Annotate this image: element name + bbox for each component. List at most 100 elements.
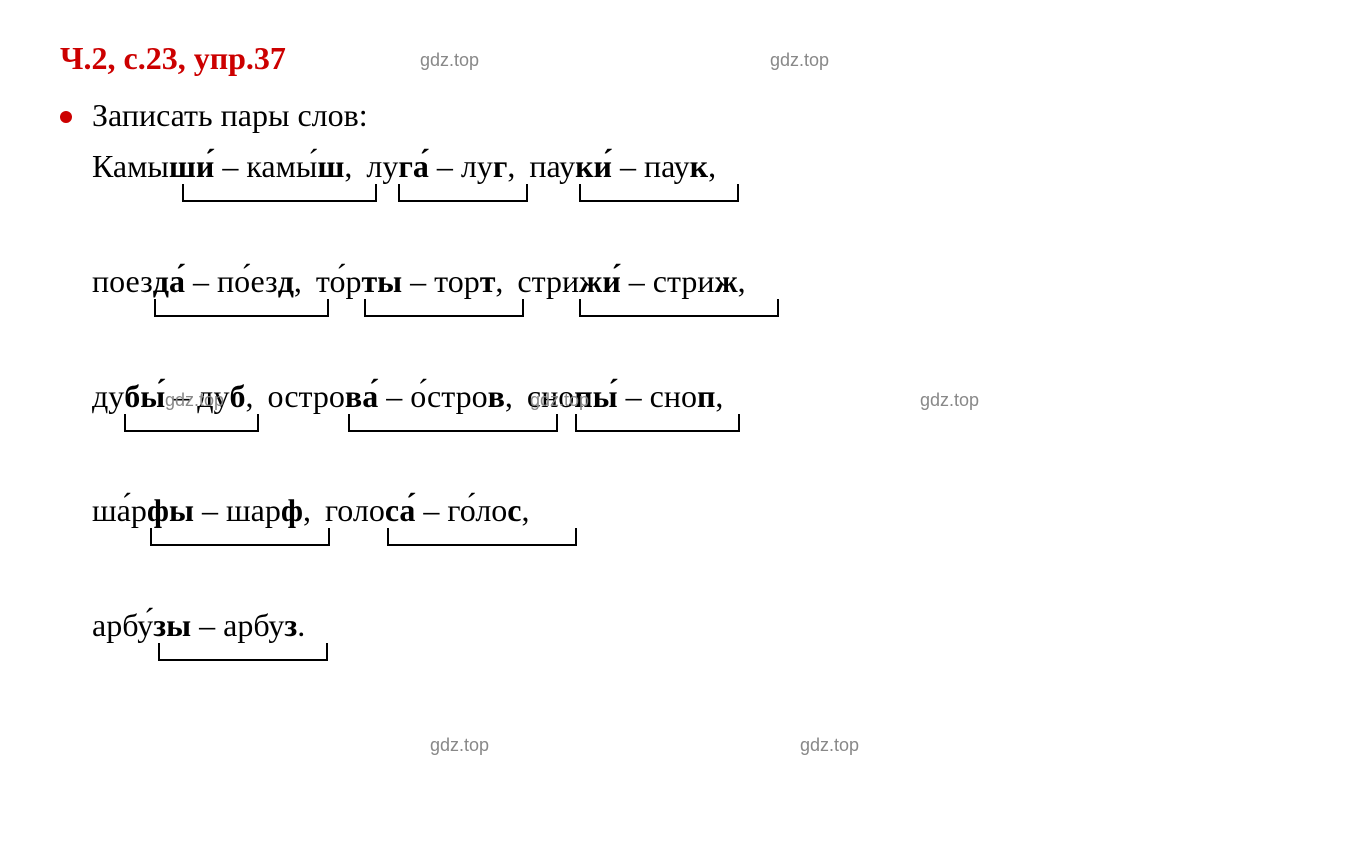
comma: , <box>505 374 513 419</box>
connecting-bracket <box>182 184 377 202</box>
connecting-bracket <box>579 299 779 317</box>
singular-word: луг <box>461 144 508 189</box>
bold-letter: ш <box>317 148 344 184</box>
bold-letter: бы́ <box>124 378 165 414</box>
dash-separator: – <box>437 144 453 189</box>
word-pair: голоса́–го́лос, <box>325 488 536 533</box>
word-row: Камыши́–камы́ш,луга́–луг,пауки́–паук, <box>92 144 1297 189</box>
singular-word: по́езд <box>217 259 294 304</box>
dash-separator: – <box>199 603 215 648</box>
dash-separator: – <box>386 374 402 419</box>
word-pair: острова́–о́стров, <box>268 374 519 419</box>
plural-word: дубы́ <box>92 374 165 419</box>
connecting-bracket <box>575 414 740 432</box>
word-row: ша́рфы–шарф,голоса́–го́лос, <box>92 488 1297 533</box>
bold-letter: т <box>480 263 496 299</box>
word-pair: Камыши́–камы́ш, <box>92 144 358 189</box>
dash-separator: – <box>626 374 642 419</box>
connecting-bracket <box>158 643 328 661</box>
comma: , <box>303 488 311 533</box>
bold-letter: фы <box>147 492 194 528</box>
plural-word: арбу́зы <box>92 603 191 648</box>
bold-letter: пы́ <box>574 378 617 414</box>
word-pair: снопы́–сноп, <box>527 374 730 419</box>
comma: , <box>294 259 302 304</box>
comma: , <box>738 259 746 304</box>
singular-word: дуб <box>197 374 245 419</box>
bold-letter: б <box>230 378 246 414</box>
singular-word: торт <box>434 259 495 304</box>
comma: , <box>495 259 503 304</box>
singular-word: сноп <box>650 374 716 419</box>
comma: , <box>708 144 716 189</box>
word-row: дубы́–дуб,острова́–о́стров,снопы́–сноп, <box>92 374 1297 419</box>
bold-letter: с <box>507 492 521 528</box>
word-pair: арбу́зы–арбуз. <box>92 603 305 648</box>
bold-letter: з <box>284 607 297 643</box>
bullet-line: Записать пары слов: <box>60 97 1297 134</box>
plural-word: ша́рфы <box>92 488 194 533</box>
dash-separator: – <box>423 488 439 533</box>
bold-letter: д <box>278 263 294 299</box>
word-pair: то́рты–торт, <box>316 259 510 304</box>
comma: , <box>507 144 515 189</box>
plural-word: луга́ <box>366 144 429 189</box>
bold-letter: к <box>690 148 708 184</box>
watermark-text: gdz.top <box>430 735 489 756</box>
bold-letter: ки́ <box>575 148 612 184</box>
bold-letter: ва́ <box>345 378 378 414</box>
bold-letter: да́ <box>153 263 185 299</box>
comma: , <box>522 488 530 533</box>
word-pair: дубы́–дуб, <box>92 374 260 419</box>
plural-word: снопы́ <box>527 374 618 419</box>
bold-letter: ши́ <box>169 148 214 184</box>
instruction-text: Записать пары слов: <box>92 97 368 134</box>
singular-word: го́лос <box>447 488 521 533</box>
plural-word: пауки́ <box>529 144 612 189</box>
plural-word: стрижи́ <box>517 259 620 304</box>
connecting-bracket <box>364 299 524 317</box>
word-pair: пауки́–паук, <box>529 144 722 189</box>
word-pairs-content: Камыши́–камы́ш,луга́–луг,пауки́–паук,пое… <box>92 144 1297 648</box>
connecting-bracket <box>154 299 329 317</box>
word-pair: поезда́–по́езд, <box>92 259 308 304</box>
word-row: арбу́зы–арбуз. <box>92 603 1297 648</box>
word-pair: ша́рфы–шарф, <box>92 488 317 533</box>
watermark-text: gdz.top <box>800 735 859 756</box>
connecting-bracket <box>579 184 739 202</box>
comma: , <box>715 374 723 419</box>
bold-letter: га́ <box>398 148 429 184</box>
dash-separator: – <box>620 144 636 189</box>
connecting-bracket <box>398 184 528 202</box>
bold-letter: зы <box>153 607 191 643</box>
singular-word: арбуз. <box>223 603 305 648</box>
dash-separator: – <box>202 488 218 533</box>
comma: , <box>246 374 254 419</box>
comma: , <box>344 144 352 189</box>
dash-separator: – <box>629 259 645 304</box>
bold-letter: п <box>697 378 715 414</box>
singular-word: о́стров <box>410 374 505 419</box>
connecting-bracket <box>150 528 330 546</box>
plural-word: острова́ <box>268 374 379 419</box>
word-pair: стрижи́–стриж, <box>517 259 751 304</box>
bold-letter: ф <box>281 492 303 528</box>
connecting-bracket <box>124 414 259 432</box>
word-pair: луга́–луг, <box>366 144 521 189</box>
bold-letter: жи́ <box>579 263 621 299</box>
word-row: поезда́–по́езд,то́рты–торт,стрижи́–стриж… <box>92 259 1297 304</box>
exercise-header: Ч.2, с.23, упр.37 <box>60 40 1297 77</box>
bullet-icon <box>60 111 72 123</box>
bold-letter: г <box>493 148 508 184</box>
plural-word: голоса́ <box>325 488 415 533</box>
dash-separator: – <box>222 144 238 189</box>
plural-word: поезда́ <box>92 259 185 304</box>
bold-letter: в <box>488 378 505 414</box>
singular-word: паук <box>644 144 708 189</box>
bold-letter: ж <box>714 263 737 299</box>
dash-separator: – <box>173 374 189 419</box>
connecting-bracket <box>387 528 577 546</box>
singular-word: стриж <box>653 259 738 304</box>
plural-word: Камыши́ <box>92 144 214 189</box>
plural-word: то́рты <box>316 259 402 304</box>
